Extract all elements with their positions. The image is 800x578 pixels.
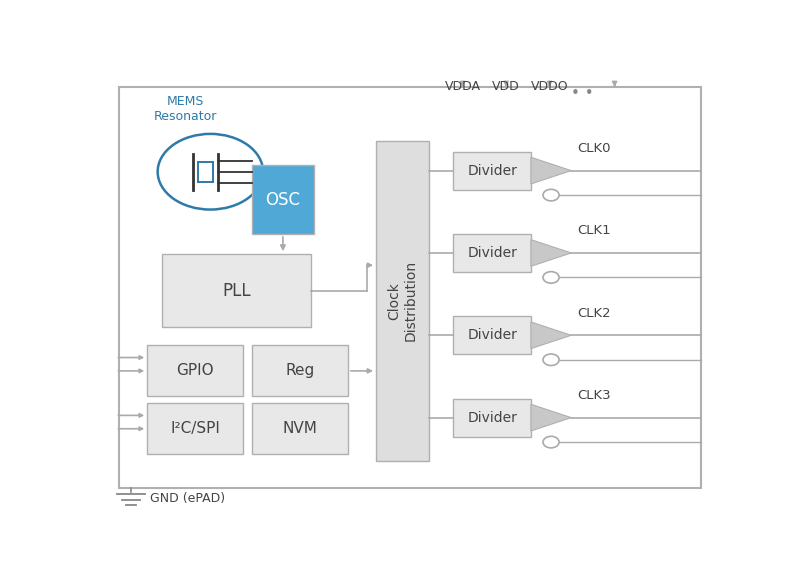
Polygon shape <box>531 240 571 266</box>
Polygon shape <box>531 157 571 184</box>
Text: GND (ePAD): GND (ePAD) <box>150 492 225 505</box>
Text: Divider: Divider <box>467 328 517 342</box>
Text: GPIO: GPIO <box>176 364 214 379</box>
FancyBboxPatch shape <box>454 399 531 436</box>
FancyBboxPatch shape <box>162 254 310 328</box>
Polygon shape <box>531 322 571 349</box>
Text: MEMS
Resonator: MEMS Resonator <box>154 95 218 124</box>
Text: NVM: NVM <box>282 421 318 436</box>
Text: CLK0: CLK0 <box>578 142 611 155</box>
Text: Divider: Divider <box>467 410 517 425</box>
FancyBboxPatch shape <box>454 151 531 190</box>
Circle shape <box>543 272 559 283</box>
Text: VDDA: VDDA <box>445 80 481 94</box>
Circle shape <box>543 190 559 201</box>
Text: CLK3: CLK3 <box>578 389 611 402</box>
Text: • •: • • <box>570 86 594 101</box>
Text: VDD: VDD <box>492 80 520 94</box>
FancyBboxPatch shape <box>147 403 243 454</box>
FancyBboxPatch shape <box>147 345 243 397</box>
FancyBboxPatch shape <box>376 140 429 461</box>
Text: CLK1: CLK1 <box>578 224 611 237</box>
Circle shape <box>543 354 559 365</box>
Text: Divider: Divider <box>467 246 517 260</box>
Text: PLL: PLL <box>222 282 250 300</box>
Text: Divider: Divider <box>467 164 517 177</box>
Text: CLK2: CLK2 <box>578 306 611 320</box>
FancyBboxPatch shape <box>252 165 314 234</box>
Circle shape <box>543 436 559 448</box>
FancyBboxPatch shape <box>252 345 348 397</box>
Text: Clock
Distribution: Clock Distribution <box>387 260 418 342</box>
FancyBboxPatch shape <box>252 403 348 454</box>
FancyBboxPatch shape <box>198 162 213 181</box>
Text: Reg: Reg <box>286 364 314 379</box>
Text: VDDO: VDDO <box>530 80 568 94</box>
Polygon shape <box>531 404 571 431</box>
FancyBboxPatch shape <box>454 234 531 272</box>
Circle shape <box>158 134 263 210</box>
FancyBboxPatch shape <box>454 316 531 354</box>
Text: OSC: OSC <box>266 191 301 209</box>
Text: I²C/SPI: I²C/SPI <box>170 421 220 436</box>
